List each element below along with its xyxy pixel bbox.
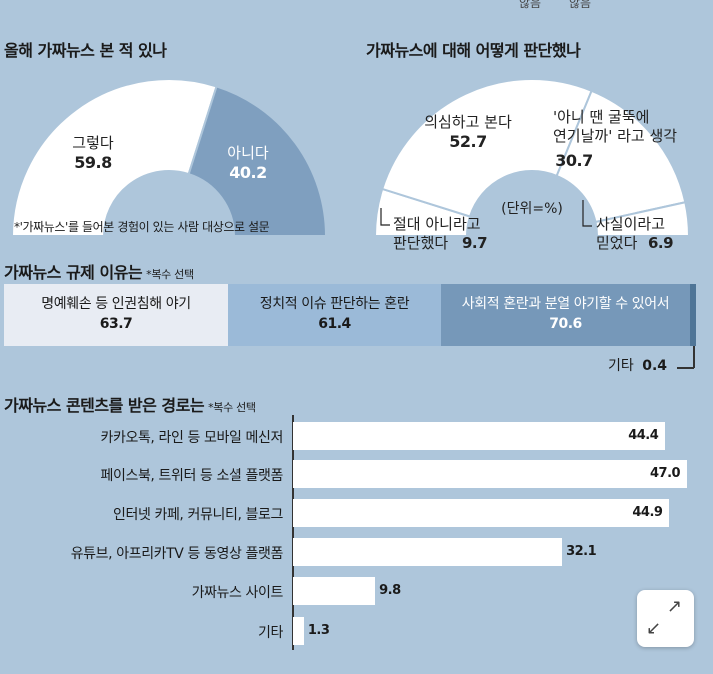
donut1-no-value: 40.2 — [229, 163, 266, 182]
section4-heading: 가짜뉴스 콘텐츠를 받은 경로는 *복수 선택 — [4, 392, 256, 416]
cut-off-text-right: 않음 — [569, 0, 592, 10]
donut2-doubt-label: 의심하고 본다 — [424, 113, 512, 131]
donut2-believe-value: 6.9 — [648, 234, 673, 252]
reason-segment: 사회적 혼란과 분열 야기할 수 있어서 70.6 — [441, 284, 690, 346]
expand-button[interactable]: ↗ ↙ — [637, 590, 694, 647]
reason-value: 63.7 — [99, 316, 133, 332]
section1-note: *'가짜뉴스'를 들어본 경험이 있는 사람 대상으로 설문 — [14, 220, 270, 234]
bar-value-label: 1.3 — [307, 623, 330, 638]
donut2-never-line2: 판단했다 — [393, 234, 448, 252]
bar — [293, 538, 563, 566]
donut2-slice-believe — [594, 201, 691, 237]
reason-other-label: 기타 — [608, 358, 634, 374]
section3-title: 가짜뉴스 규제 이유는 — [4, 263, 143, 282]
bar-value-label: 47.0 — [650, 466, 681, 481]
section4-subtitle: *복수 선택 — [208, 401, 256, 414]
donut2-chart — [373, 78, 691, 237]
donut2-slice-doubt — [380, 78, 593, 218]
bar — [293, 577, 376, 605]
bar-category-label: 유튜브, 아프리카TV 등 동영상 플랫폼 — [70, 546, 284, 562]
section3-heading: 가짜뉴스 규제 이유는 *복수 선택 — [4, 259, 194, 283]
reason-other-value: 0.4 — [642, 358, 668, 374]
donut2-never-leader — [380, 208, 390, 226]
donut2-never-line1: 절대 아니라고 — [393, 215, 481, 233]
donut2-smoke-value: 30.7 — [555, 151, 592, 170]
donut1-yes-value: 59.8 — [74, 153, 112, 172]
donut2-slice-smoke — [555, 89, 687, 224]
donut2-unit: (단위=%) — [501, 201, 563, 217]
reason-value: 61.4 — [318, 316, 351, 332]
donut2-smoke-line1: '아니 땐 굴뚝에 — [553, 108, 649, 126]
cut-off-text-left: 않음 — [519, 0, 542, 10]
bar-value-label: 32.1 — [566, 544, 597, 559]
donut2-believe-leader — [582, 200, 592, 227]
donut2-believe-line1: 사실이라고 — [596, 215, 665, 233]
section3-subtitle: *복수 선택 — [146, 268, 194, 281]
reason-other-leader-v — [693, 346, 695, 368]
bar-category-label: 페이스북, 트위터 등 소셜 플랫폼 — [100, 468, 284, 484]
bar-axis-line — [292, 415, 294, 650]
bar — [293, 499, 670, 527]
expand-icon: ↗ — [667, 596, 683, 617]
section4-title: 가짜뉴스 콘텐츠를 받은 경로는 — [4, 396, 205, 415]
donut2-believe-line2: 믿었다 — [596, 234, 638, 252]
donut1-no-label: 아니다 — [227, 144, 269, 162]
bar-category-label: 카카오톡, 라인 등 모바일 메신저 — [100, 430, 284, 446]
donut1-yes-label: 그렇다 — [72, 134, 114, 152]
bar — [293, 617, 304, 645]
bar-value-label: 44.9 — [632, 505, 663, 520]
section2-title: 가짜뉴스에 대해 어떻게 판단했나 — [366, 41, 581, 60]
bar-category-label: 가짜뉴스 사이트 — [191, 585, 284, 601]
bar-value-label: 44.4 — [628, 428, 659, 443]
donut2-doubt-value: 52.7 — [449, 132, 486, 151]
section1-title: 올해 가짜뉴스 본 적 있나 — [4, 41, 167, 60]
bar-category-label: 기타 — [258, 625, 283, 641]
donut2-smoke-line2: 연기날까' 라고 생각 — [553, 127, 677, 145]
reason-label: 사회적 혼란과 분열 야기할 수 있어서 — [461, 296, 670, 312]
donut1-slice-yes — [10, 78, 218, 237]
reason-label: 명예훼손 등 인권침해 야기 — [41, 296, 191, 312]
donut1-chart — [10, 78, 328, 237]
reason-other-leader-h — [677, 367, 694, 369]
reason-value: 70.6 — [549, 316, 582, 332]
bar-category-label: 인터넷 카페, 커뮤니티, 블로그 — [112, 507, 283, 523]
reason-segment: 정치적 이슈 판단하는 혼란 61.4 — [228, 284, 441, 346]
reason-other-legend: 기타 0.4 — [608, 355, 667, 375]
bar-value-label: 9.8 — [379, 583, 401, 598]
reason-label: 정치적 이슈 판단하는 혼란 — [259, 296, 410, 312]
donut2-never-value: 9.7 — [462, 234, 487, 252]
reason-segment-other — [690, 284, 696, 346]
reason-segment: 명예훼손 등 인권침해 야기 63.7 — [4, 284, 228, 346]
collapse-arrow-icon: ↙ — [646, 618, 662, 639]
bar — [293, 422, 666, 450]
donut1-slice-no — [187, 85, 328, 237]
bar — [293, 460, 687, 488]
